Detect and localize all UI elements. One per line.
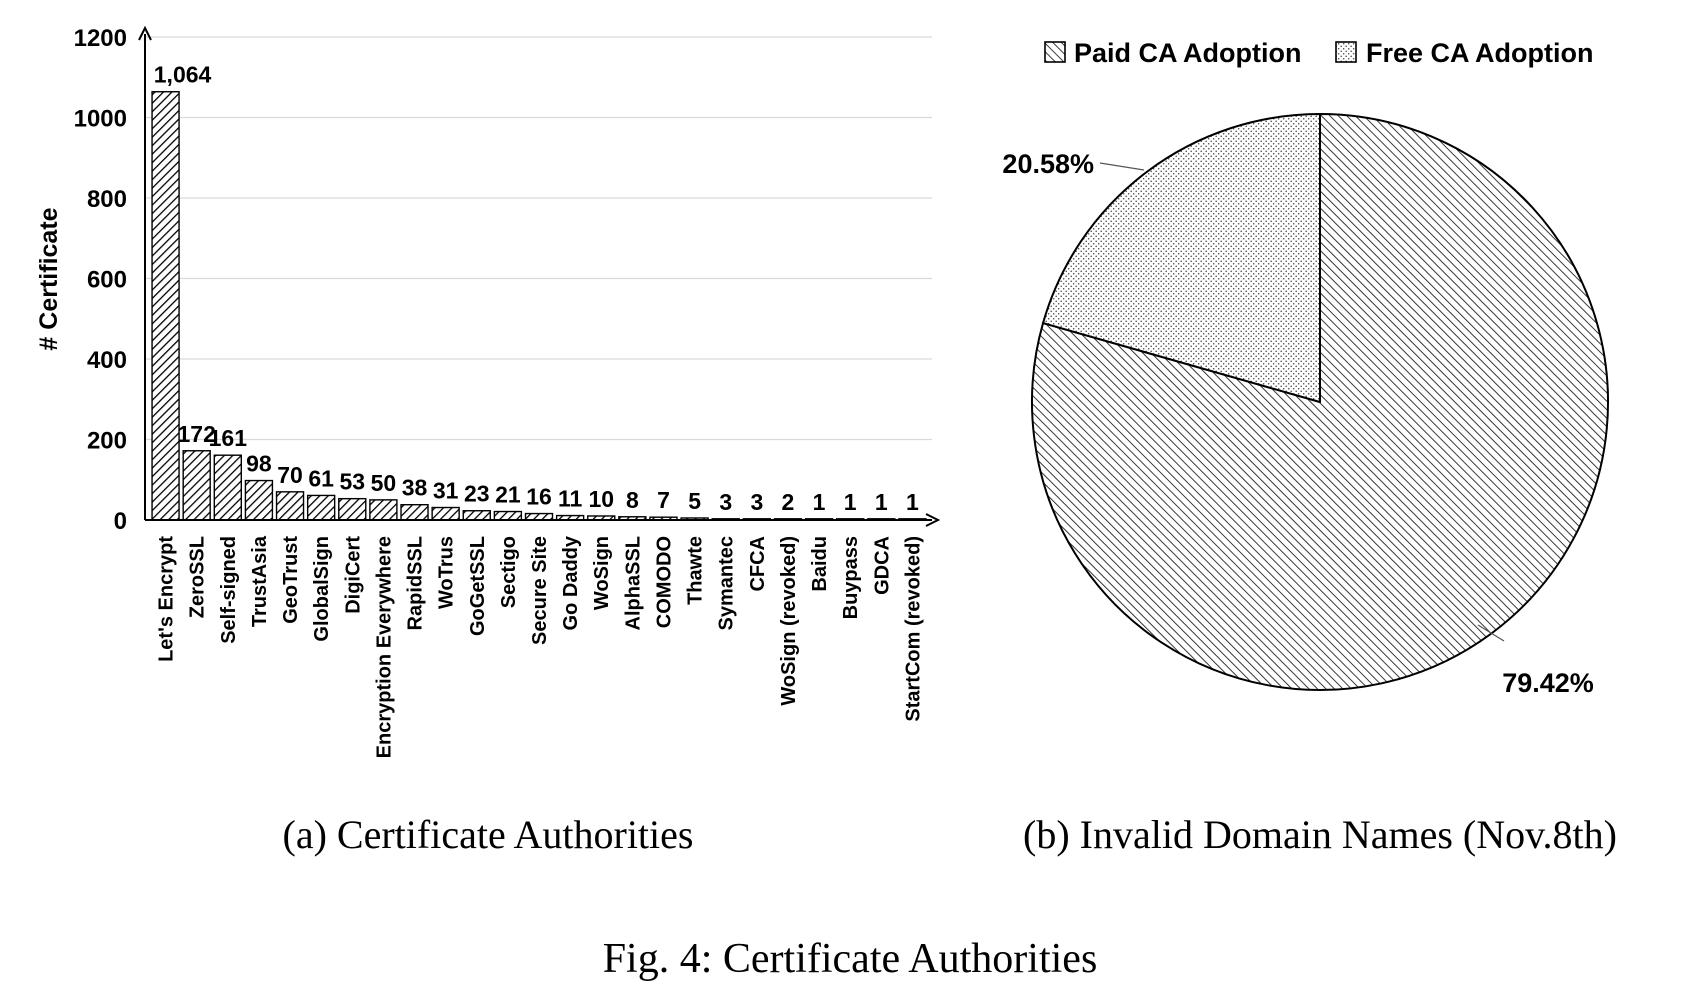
bar-data-label: 61	[308, 465, 334, 491]
bar	[369, 499, 398, 521]
x-tick-label: TrustAsia	[249, 535, 271, 627]
y-axis-arrow	[138, 25, 152, 41]
bar-data-label: 3	[719, 489, 732, 515]
legend-label-paid: Paid CA Adoption	[1074, 38, 1301, 68]
bar	[431, 506, 460, 521]
bar-data-label: 8	[626, 487, 639, 513]
x-tick-label: WoSign (revoked)	[778, 536, 800, 706]
legend-item-paid: Paid CA Adoption	[1044, 38, 1301, 68]
x-tick-label: Baidu	[809, 536, 831, 592]
pie-chart: Paid CA Adoption Free CA Adoption 20.58%…	[1002, 38, 1617, 857]
x-tick-label: Secure Site	[529, 536, 551, 645]
bar-data-label: 1	[875, 489, 888, 515]
leader-line-paid	[1477, 624, 1505, 642]
pie-legend: Paid CA Adoption Free CA Adoption	[1044, 38, 1593, 68]
y-tick-label: 0	[114, 508, 127, 535]
bar-data-label: 11	[558, 486, 583, 512]
bar-data-label: 38	[402, 475, 428, 501]
x-tick-label: RapidSSL	[405, 536, 427, 630]
x-tick-label: Sectigo	[498, 536, 520, 608]
x-tick-label: GeoTrust	[280, 536, 302, 624]
x-tick-label: GDCA	[871, 536, 893, 595]
legend-label-free: Free CA Adoption	[1366, 38, 1593, 68]
bar-data-label: 7	[657, 487, 670, 513]
bar-data-label: 21	[495, 482, 521, 508]
bar-data-label: 23	[464, 481, 490, 507]
pie-chart-caption: (b) Invalid Domain Names (Nov.8th)	[1023, 812, 1617, 857]
bar	[275, 491, 305, 521]
bar-data-label: 70	[277, 462, 303, 488]
pie-slices	[1031, 113, 1610, 691]
x-tick-label: Go Daddy	[560, 535, 582, 630]
y-tick-label: 1000	[74, 106, 127, 133]
x-tick-label: ZeroSSL	[187, 536, 209, 618]
x-tick-label: DigiCert	[342, 536, 364, 614]
bar	[182, 450, 211, 521]
bar-data-label: 50	[371, 470, 397, 496]
bar-data-label: 16	[526, 484, 552, 510]
figure-caption: Fig. 4: Certificate Authorities	[603, 936, 1098, 982]
y-tick-label: 400	[87, 347, 127, 374]
legend-item-free: Free CA Adoption	[1335, 38, 1593, 68]
x-tick-label: CFCA	[747, 536, 769, 592]
bar-data-label: 1	[844, 489, 857, 515]
slice-label-free: 20.58%	[1002, 149, 1094, 179]
x-tick-label: WoSign	[591, 536, 613, 610]
bar-x-tick-labels: Let's Encrypt ZeroSSL Self-signed TrustAsia…	[156, 535, 925, 758]
bar	[462, 510, 491, 521]
leader-line-free	[1099, 162, 1145, 171]
bar-chart-caption: (a) Certificate Authorities	[283, 812, 694, 857]
bar-series	[151, 91, 927, 521]
bar	[493, 510, 523, 521]
bar-gridlines	[145, 36, 932, 441]
y-tick-label: 800	[87, 186, 127, 213]
bar-data-label: 161	[209, 425, 248, 451]
slice-label-paid: 79.42%	[1502, 668, 1594, 698]
x-tick-label: Buypass	[840, 536, 862, 619]
x-tick-label: WoTrus	[436, 536, 458, 609]
bar-data-label: 10	[588, 486, 614, 512]
bar-data-label: 1	[906, 489, 919, 515]
bar-data-label: 172	[177, 421, 215, 447]
bar-data-label: 1,064	[154, 62, 212, 88]
pie-slice-free	[1042, 113, 1321, 403]
x-tick-label: Encryption Everywhere	[373, 536, 395, 758]
bar-data-label: 3	[750, 489, 763, 515]
x-tick-label: StartCom (revoked)	[902, 536, 924, 722]
bar	[338, 497, 367, 521]
legend-swatch-free	[1335, 41, 1357, 63]
x-tick-label: Let's Encrypt	[156, 536, 178, 662]
y-axis-label: # Certificate	[35, 207, 63, 350]
x-tick-label: COMODO	[653, 536, 675, 628]
x-tick-label: AlphaSSL	[622, 536, 644, 630]
bar-data-label: 53	[339, 469, 365, 495]
bar	[244, 479, 274, 521]
bar-data-label: 98	[246, 451, 272, 477]
bar-data-label: 31	[433, 478, 459, 504]
legend-swatch-paid	[1044, 41, 1066, 63]
x-tick-label: GoGetSSL	[467, 536, 489, 636]
bar	[213, 454, 243, 521]
bar	[306, 494, 336, 521]
bar	[400, 504, 429, 521]
x-tick-label: Self-signed	[218, 536, 240, 644]
bar-data-label: 1	[813, 489, 826, 515]
bar-y-tick-labels: 0 200 400 600 800 1000 1200	[74, 25, 127, 535]
x-tick-label: Symantec	[716, 536, 738, 631]
y-tick-label: 1200	[74, 25, 127, 52]
x-tick-label: GlobalSign	[311, 536, 333, 642]
y-tick-label: 200	[87, 428, 127, 455]
bar-axes	[138, 25, 941, 527]
bar	[151, 91, 180, 521]
x-tick-label: Thawte	[685, 536, 707, 605]
bar-data-label: 5	[688, 488, 701, 514]
y-tick-label: 600	[87, 267, 127, 294]
x-axis-arrow	[925, 513, 941, 527]
bar-data-label: 2	[782, 489, 795, 515]
